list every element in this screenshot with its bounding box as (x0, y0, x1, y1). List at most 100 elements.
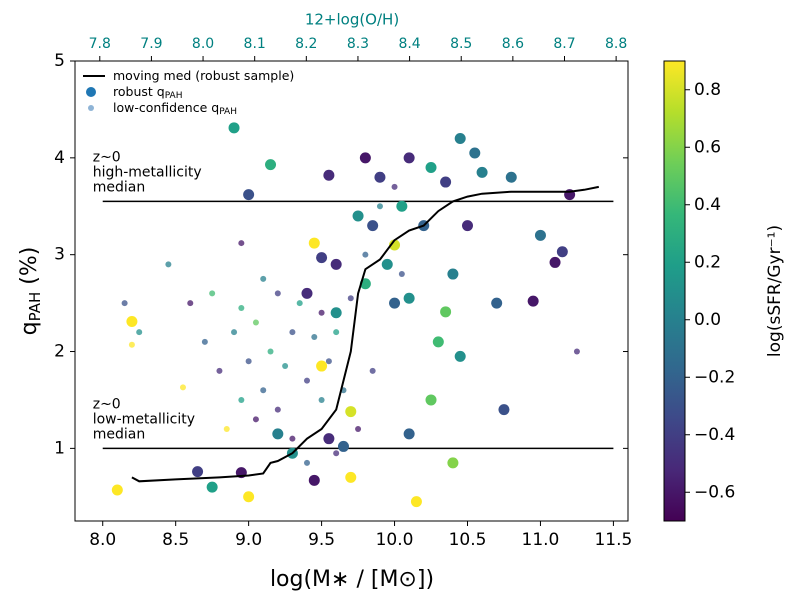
annotation: median (93, 179, 145, 195)
low-confidence-point (245, 358, 252, 365)
low-confidence-point (355, 426, 362, 432)
y-label-rest: (%) (17, 247, 42, 292)
low-confidence-point (318, 309, 325, 316)
robust-point (454, 350, 466, 362)
legend-sub: PAH (165, 91, 183, 101)
robust-point (323, 169, 335, 181)
legend-marker (88, 105, 94, 111)
low-confidence-point (325, 358, 332, 365)
robust-point (265, 159, 277, 171)
robust-point (396, 200, 408, 212)
low-confidence-point (318, 396, 325, 403)
y-tick-label: 3 (54, 245, 65, 265)
robust-point (330, 307, 342, 319)
low-confidence-point (274, 290, 281, 297)
low-confidence-point (289, 329, 296, 336)
low-confidence-point (267, 348, 274, 355)
colorbar-tick-label: 0.6 (694, 137, 721, 157)
robust-point (454, 132, 466, 144)
robust-point (316, 360, 328, 372)
low-confidence-point (362, 251, 369, 258)
robust-point (359, 152, 371, 164)
annotation: z~0 (93, 396, 121, 412)
robust-point (447, 457, 459, 469)
robust-point (337, 440, 349, 452)
robust-point (323, 433, 335, 445)
x2-tick-label: 7.9 (140, 36, 162, 52)
robust-point (403, 152, 415, 164)
low-confidence-point (260, 387, 267, 394)
legend-text: low-confidence q (113, 100, 219, 115)
robust-point (126, 316, 138, 328)
robust-point (345, 471, 357, 483)
x-tick-label: 8.5 (162, 530, 189, 550)
x2-tick-label: 8.0 (192, 36, 214, 52)
colorbar-label: log(sSFR/Gyr⁻¹) (765, 225, 785, 357)
annotation: z~0 (93, 149, 121, 165)
robust-point (440, 306, 452, 318)
x2-tick-label: 8.1 (244, 36, 266, 52)
robust-point (243, 189, 255, 201)
low-confidence-point (376, 203, 383, 210)
robust-point (272, 428, 284, 440)
low-confidence-point (179, 384, 186, 391)
robust-point (440, 176, 452, 188)
low-confidence-point (289, 435, 296, 442)
robust-point (410, 496, 422, 508)
x2-tick-label: 8.2 (295, 36, 317, 52)
robust-point (425, 394, 437, 406)
x2-tick-label: 8.6 (502, 36, 524, 52)
x2-tick-label: 8.3 (347, 36, 369, 52)
low-confidence-point (303, 459, 310, 466)
robust-point (447, 268, 459, 280)
y-tick-label: 1 (54, 438, 65, 458)
x-tick-label: 11.0 (522, 530, 560, 550)
annotation: low-metallicity (93, 411, 195, 427)
colorbar-tick-label: 0.8 (694, 80, 721, 100)
legend-marker (86, 87, 96, 97)
x2-tick-label: 8.7 (553, 36, 575, 52)
robust-point (206, 481, 218, 493)
low-confidence-point (136, 329, 143, 336)
x-label: log(M∗ / [M⊙]) (270, 567, 434, 592)
y-label-main: q (17, 321, 42, 335)
robust-point (461, 220, 473, 232)
robust-point (192, 466, 204, 478)
low-confidence-point (391, 183, 398, 190)
x-tick-label: 9.0 (235, 530, 262, 550)
legend-label: moving med (robust sample) (113, 68, 294, 83)
robust-point (527, 295, 539, 307)
low-confidence-point (216, 367, 223, 374)
low-confidence-point (209, 290, 216, 297)
x-tick-label: 8.0 (89, 530, 116, 550)
robust-point (111, 484, 123, 496)
y-label: qPAH (%) (17, 247, 44, 336)
low-confidence-point (231, 329, 238, 336)
colorbar-tick-label: 0.4 (694, 195, 721, 215)
x2-tick-label: 8.5 (450, 36, 472, 52)
robust-point (330, 258, 342, 270)
robust-point (556, 246, 568, 258)
legend-sub: PAH (219, 107, 237, 117)
low-confidence-point (121, 300, 128, 307)
robust-point (301, 287, 313, 299)
low-confidence-point (238, 304, 245, 311)
x-tick-label: 11.5 (594, 530, 632, 550)
y-tick-label: 4 (54, 148, 65, 168)
robust-point (345, 406, 357, 418)
x-tick-label: 9.5 (308, 530, 335, 550)
x-tick-label: 10.5 (449, 530, 487, 550)
low-confidence-point (573, 348, 580, 355)
low-confidence-point (201, 338, 208, 345)
legend-text: robust q (113, 84, 165, 99)
colorbar-tick-label: −0.6 (694, 482, 735, 502)
low-confidence-point (274, 406, 281, 413)
robust-point (308, 237, 320, 249)
colorbar-tick-label: 0.0 (694, 310, 721, 330)
robust-point (374, 171, 386, 183)
x2-tick-label: 8.8 (605, 36, 627, 52)
low-confidence-point (252, 416, 259, 423)
x-tick-label: 10.0 (376, 530, 414, 550)
low-confidence-point (311, 334, 318, 340)
